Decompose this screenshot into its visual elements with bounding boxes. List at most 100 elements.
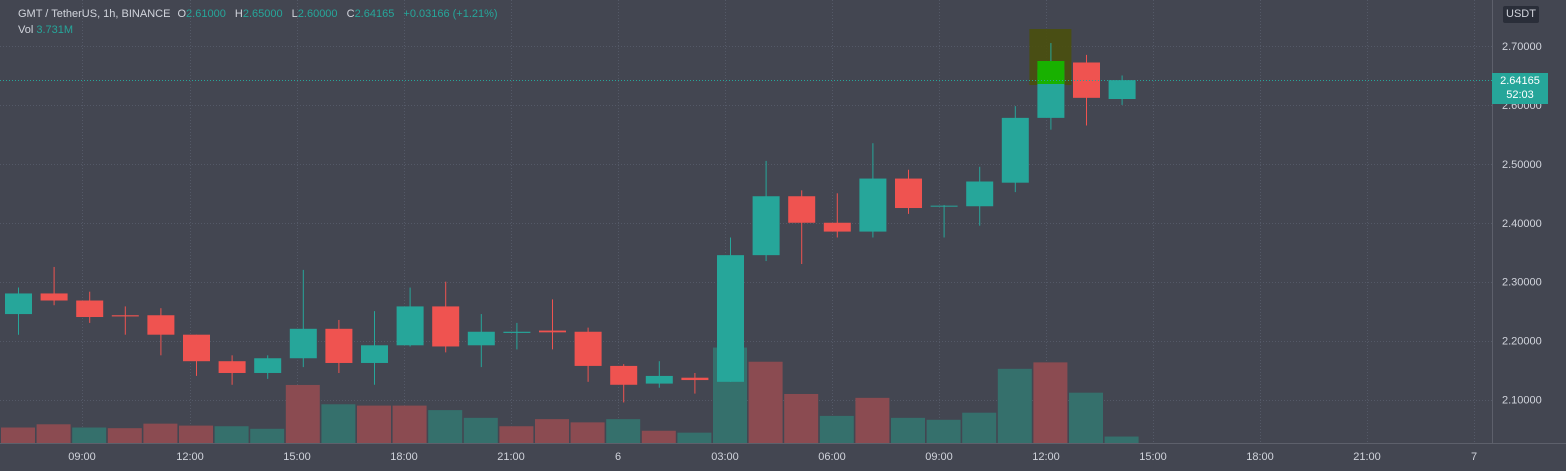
candle-body (254, 358, 282, 373)
candle-body (325, 328, 353, 363)
volume-bar (463, 417, 498, 443)
volume-bar (891, 417, 925, 443)
symbol-title[interactable]: GMT / TetherUS, 1h, BINANCE (18, 8, 171, 20)
candle-body (574, 331, 602, 366)
candle-body (539, 330, 566, 333)
volume-label[interactable]: Vol (18, 24, 34, 36)
price-tick-label: 2.70000 (1502, 41, 1542, 53)
candle-body (147, 315, 175, 335)
volume-bar (606, 419, 641, 443)
candle-body (40, 293, 68, 301)
time-axis-label: 09:00 (68, 451, 96, 463)
volume-bar (428, 410, 463, 443)
time-axis-label: 7 (1471, 451, 1477, 463)
volume-bar (570, 422, 605, 443)
candle-body (218, 361, 246, 373)
volume-bar (143, 423, 178, 443)
candle-body (111, 315, 139, 317)
candle-body (467, 331, 495, 346)
volume-bar (72, 427, 107, 443)
candle-body (966, 181, 994, 207)
volume-bar (855, 397, 890, 443)
candle-body (503, 331, 531, 333)
volume-bar (1, 427, 35, 443)
volume-bar (1033, 362, 1068, 443)
candle-body (859, 178, 887, 232)
price-scale[interactable] (1492, 0, 1566, 443)
volume-bar (926, 419, 961, 443)
candle-body (788, 196, 816, 223)
time-axis-label: 18:00 (1246, 451, 1274, 463)
volume-bar (321, 404, 356, 443)
candle-body (1001, 117, 1029, 183)
close-label: C (346, 8, 355, 20)
volume-bar (179, 425, 213, 443)
price-scale-ticks: 2.700002.600002.500002.400002.300002.200… (1502, 41, 1542, 407)
volume-bar (997, 368, 1032, 443)
time-axis-label: 03:00 (711, 451, 739, 463)
time-axis-label: 12:00 (1032, 451, 1060, 463)
last-price-label: 2.64165 52:03 (1492, 73, 1548, 104)
candle-body (752, 196, 780, 256)
volume-bar (748, 361, 783, 443)
time-axis-label: 18:00 (390, 451, 418, 463)
price-tick-label: 2.10000 (1502, 395, 1542, 407)
candle-body (76, 300, 104, 318)
price-tick-label: 2.20000 (1502, 336, 1542, 348)
time-axis-label: 09:00 (925, 451, 953, 463)
time-axis-label: 12:00 (176, 451, 204, 463)
candle-body (1108, 80, 1136, 100)
time-axis-label: 21:00 (1353, 451, 1381, 463)
candle-body (610, 365, 638, 385)
low-value: 2.60000 (297, 8, 338, 20)
volume-value: 3.731M (36, 24, 74, 36)
candle-body (432, 306, 460, 347)
chart-grid (0, 0, 1566, 444)
time-axis-label: 06:00 (818, 451, 846, 463)
volume-bar (1069, 392, 1103, 443)
close-value: 2.64165 (354, 8, 395, 20)
volume-bar (535, 419, 569, 443)
time-axis-label: 6 (615, 451, 621, 463)
volume-bar (392, 405, 427, 443)
candle-body (645, 375, 673, 384)
volume-bar (107, 428, 142, 443)
time-axis-label: 15:00 (1139, 451, 1167, 463)
high-value: 2.65000 (242, 8, 283, 20)
candle-body (895, 178, 922, 209)
volume-bar (250, 428, 285, 443)
volume-bar (36, 424, 71, 443)
highlighted-candle-body (1037, 61, 1065, 84)
volume-bar (214, 426, 249, 443)
chart-legend: GMT / TetherUS, 1h, BINANCE O2.61000 H2.… (18, 6, 504, 38)
volume-row: Vol 3.731M (18, 22, 504, 38)
price-tick-label: 2.30000 (1502, 277, 1542, 289)
bar-countdown: 52:03 (1506, 89, 1534, 101)
price-tick-label: 2.50000 (1502, 159, 1542, 171)
volume-bar (357, 405, 391, 443)
candle-body (361, 345, 388, 363)
volume-bar (285, 384, 320, 443)
candle-body (717, 255, 744, 382)
currency-unit-badge[interactable]: USDT (1503, 6, 1539, 23)
volume-bar (1104, 436, 1139, 443)
candle-body (930, 205, 958, 207)
volume-bar (819, 415, 854, 443)
candle-body (396, 306, 424, 346)
candle-body (681, 377, 709, 381)
volume-bar (784, 393, 819, 443)
change-value: +0.03166 (+1.21%) (403, 8, 498, 20)
low-label: L (291, 8, 298, 20)
candles (0, 29, 1492, 403)
volume-bar (677, 432, 712, 443)
last-price-value: 2.64165 (1500, 75, 1540, 87)
open-value: 2.61000 (186, 8, 226, 20)
volume-bar (641, 430, 676, 443)
open-label: O (177, 8, 187, 20)
candle-body (183, 334, 210, 362)
candle-body (823, 222, 851, 232)
volume-bars (1, 347, 1139, 443)
time-axis-label: 15:00 (283, 451, 311, 463)
candle-body (289, 328, 317, 359)
